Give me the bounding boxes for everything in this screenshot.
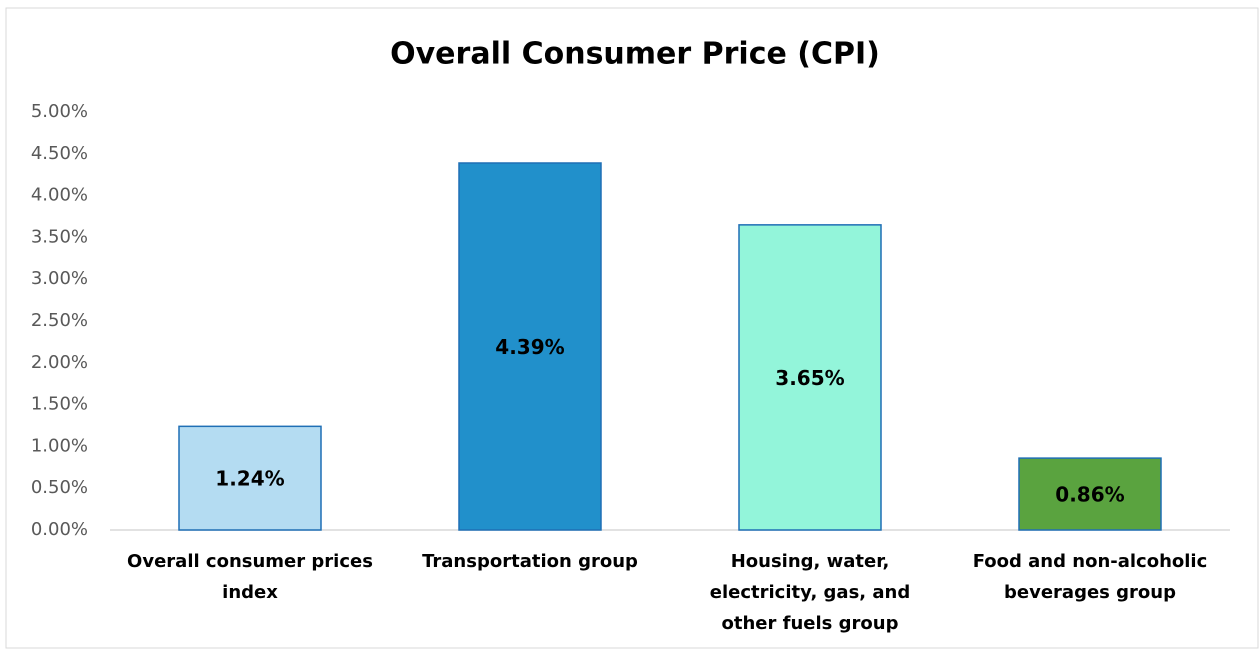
- y-tick-label: 1.50%: [31, 394, 88, 415]
- bar: [458, 162, 602, 531]
- y-tick-label: 2.00%: [31, 352, 88, 373]
- y-tick-label: 0.50%: [31, 477, 88, 498]
- data-label: 4.39%: [495, 335, 564, 359]
- y-tick-label: 2.50%: [31, 310, 88, 331]
- data-label: 0.86%: [1055, 483, 1124, 507]
- y-tick-label: 3.00%: [31, 268, 88, 289]
- bar: [1018, 457, 1162, 531]
- y-tick-label: 5.00%: [31, 101, 88, 122]
- bar: [178, 425, 322, 531]
- y-tick-label: 1.00%: [31, 435, 88, 456]
- y-tick-label: 0.00%: [31, 519, 88, 540]
- x-tick-label: Overall consumer prices index: [127, 551, 373, 603]
- x-tick-label: Housing, water, electricity, gas, and ot…: [709, 551, 911, 634]
- bar: [738, 224, 882, 531]
- x-tick-label: Transportation group: [422, 551, 638, 572]
- y-tick-label: 4.50%: [31, 143, 88, 164]
- chart-border: [5, 7, 1259, 649]
- x-tick-label: Food and non-alcoholic beverages group: [972, 551, 1208, 603]
- data-label: 1.24%: [215, 467, 284, 491]
- chart-title: Overall Consumer Price (CPI): [390, 37, 880, 72]
- data-label: 3.65%: [775, 366, 844, 390]
- y-tick-label: 4.00%: [31, 185, 88, 206]
- y-tick-label: 3.50%: [31, 226, 88, 247]
